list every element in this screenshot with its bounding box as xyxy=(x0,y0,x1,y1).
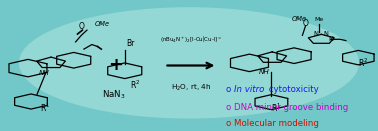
Text: O: O xyxy=(302,19,308,28)
Text: OMe: OMe xyxy=(94,21,110,27)
Text: +: + xyxy=(108,56,123,75)
Text: N: N xyxy=(313,31,318,37)
Text: cytotoxicity: cytotoxicity xyxy=(266,85,319,94)
Text: (nBu$_4$N$^+$)$_2$[I-Cu$^I_I$Cu-I]$^=$: (nBu$_4$N$^+$)$_2$[I-Cu$^I_I$Cu-I]$^=$ xyxy=(160,34,222,45)
Text: NH: NH xyxy=(259,69,270,75)
Text: O: O xyxy=(78,22,84,31)
Text: o Molecular modeling: o Molecular modeling xyxy=(226,119,319,128)
Text: Br: Br xyxy=(127,39,135,48)
Text: N: N xyxy=(324,31,328,37)
Text: $\mathregular{R^1}$: $\mathregular{R^1}$ xyxy=(40,101,51,114)
Text: $\mathregular{R^2}$: $\mathregular{R^2}$ xyxy=(358,57,368,69)
Text: o: o xyxy=(226,85,234,94)
Text: NH: NH xyxy=(39,70,49,76)
Text: $\mathregular{R^1}$: $\mathregular{R^1}$ xyxy=(271,101,281,114)
Text: OMe: OMe xyxy=(292,16,307,22)
Text: o DNA minor groove binding: o DNA minor groove binding xyxy=(226,103,348,112)
Text: H$_2$O, rt, 4h: H$_2$O, rt, 4h xyxy=(171,83,211,93)
Text: NaN$_3$: NaN$_3$ xyxy=(102,88,125,101)
Text: N: N xyxy=(328,36,333,42)
Text: $\mathregular{R^2}$: $\mathregular{R^2}$ xyxy=(130,79,141,91)
Text: In vitro: In vitro xyxy=(234,85,265,94)
Text: Me: Me xyxy=(314,17,323,22)
Ellipse shape xyxy=(19,7,359,119)
